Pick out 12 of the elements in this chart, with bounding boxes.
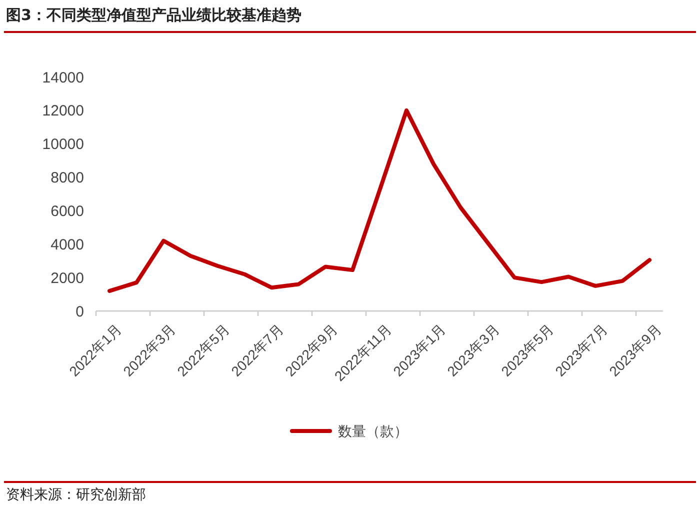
y-tick-label: 10000	[42, 136, 84, 154]
y-tick-label: 6000	[50, 202, 84, 220]
y-tick-label: 12000	[42, 102, 84, 120]
legend-label: 数量（款）	[338, 424, 408, 440]
y-tick-label: 2000	[50, 270, 84, 287]
text: 资料来源：研究创新部	[6, 487, 146, 503]
y-tick-label: 4000	[50, 236, 84, 254]
y-tick-label: 8000	[50, 170, 84, 187]
y-tick-label: 0	[76, 303, 84, 320]
chart-title: 图3：不同类型净值型产品业绩比较基准趋势	[6, 6, 302, 24]
y-tick-label: 14000	[42, 69, 84, 86]
line-series	[108, 108, 652, 293]
